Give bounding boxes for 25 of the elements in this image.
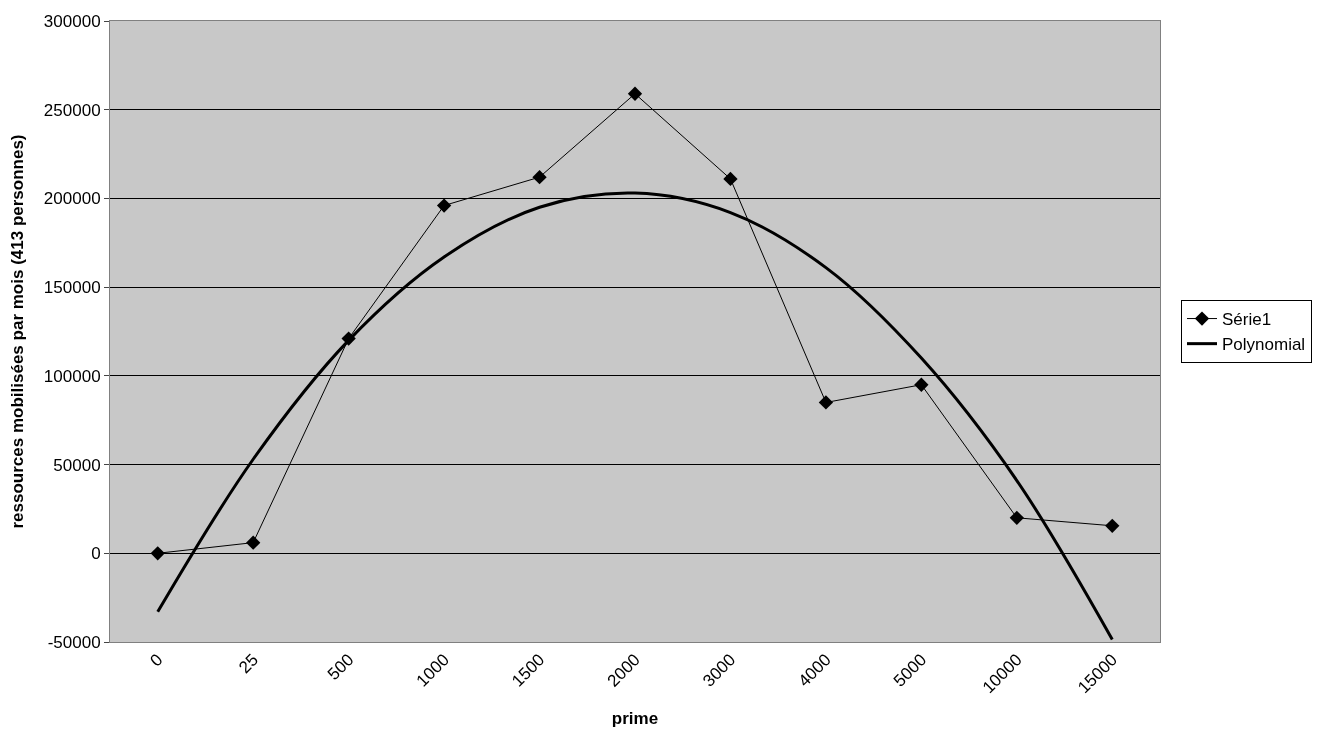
legend-label: Série1 xyxy=(1222,310,1272,330)
point xyxy=(627,86,643,101)
x-tick-label: 0 xyxy=(146,650,167,671)
y-tick-label: -50000 xyxy=(47,632,101,652)
x-tick-label: 25 xyxy=(235,650,263,678)
y-tick-label: 250000 xyxy=(43,100,101,120)
y-tick-label: 200000 xyxy=(43,189,101,209)
point xyxy=(532,169,547,185)
y-tick-label: 100000 xyxy=(43,366,101,386)
point xyxy=(914,377,929,392)
point xyxy=(818,395,834,410)
point xyxy=(1105,518,1120,533)
point xyxy=(436,198,452,213)
y-tick-label: 50000 xyxy=(53,455,101,475)
point xyxy=(1009,510,1024,525)
point xyxy=(723,171,738,187)
x-tick-label: 500 xyxy=(323,650,358,684)
point xyxy=(150,546,165,561)
point xyxy=(246,535,261,550)
y-tick-label: 0 xyxy=(91,544,101,564)
x-axis-title: prime xyxy=(611,708,659,728)
y-axis-title: ressources mobilisées par mois (413 personnes) xyxy=(8,134,28,529)
y-tick-label: 300000 xyxy=(43,11,101,31)
y-tick-label: 150000 xyxy=(43,278,101,298)
legend-label: Polynomial xyxy=(1222,335,1306,355)
